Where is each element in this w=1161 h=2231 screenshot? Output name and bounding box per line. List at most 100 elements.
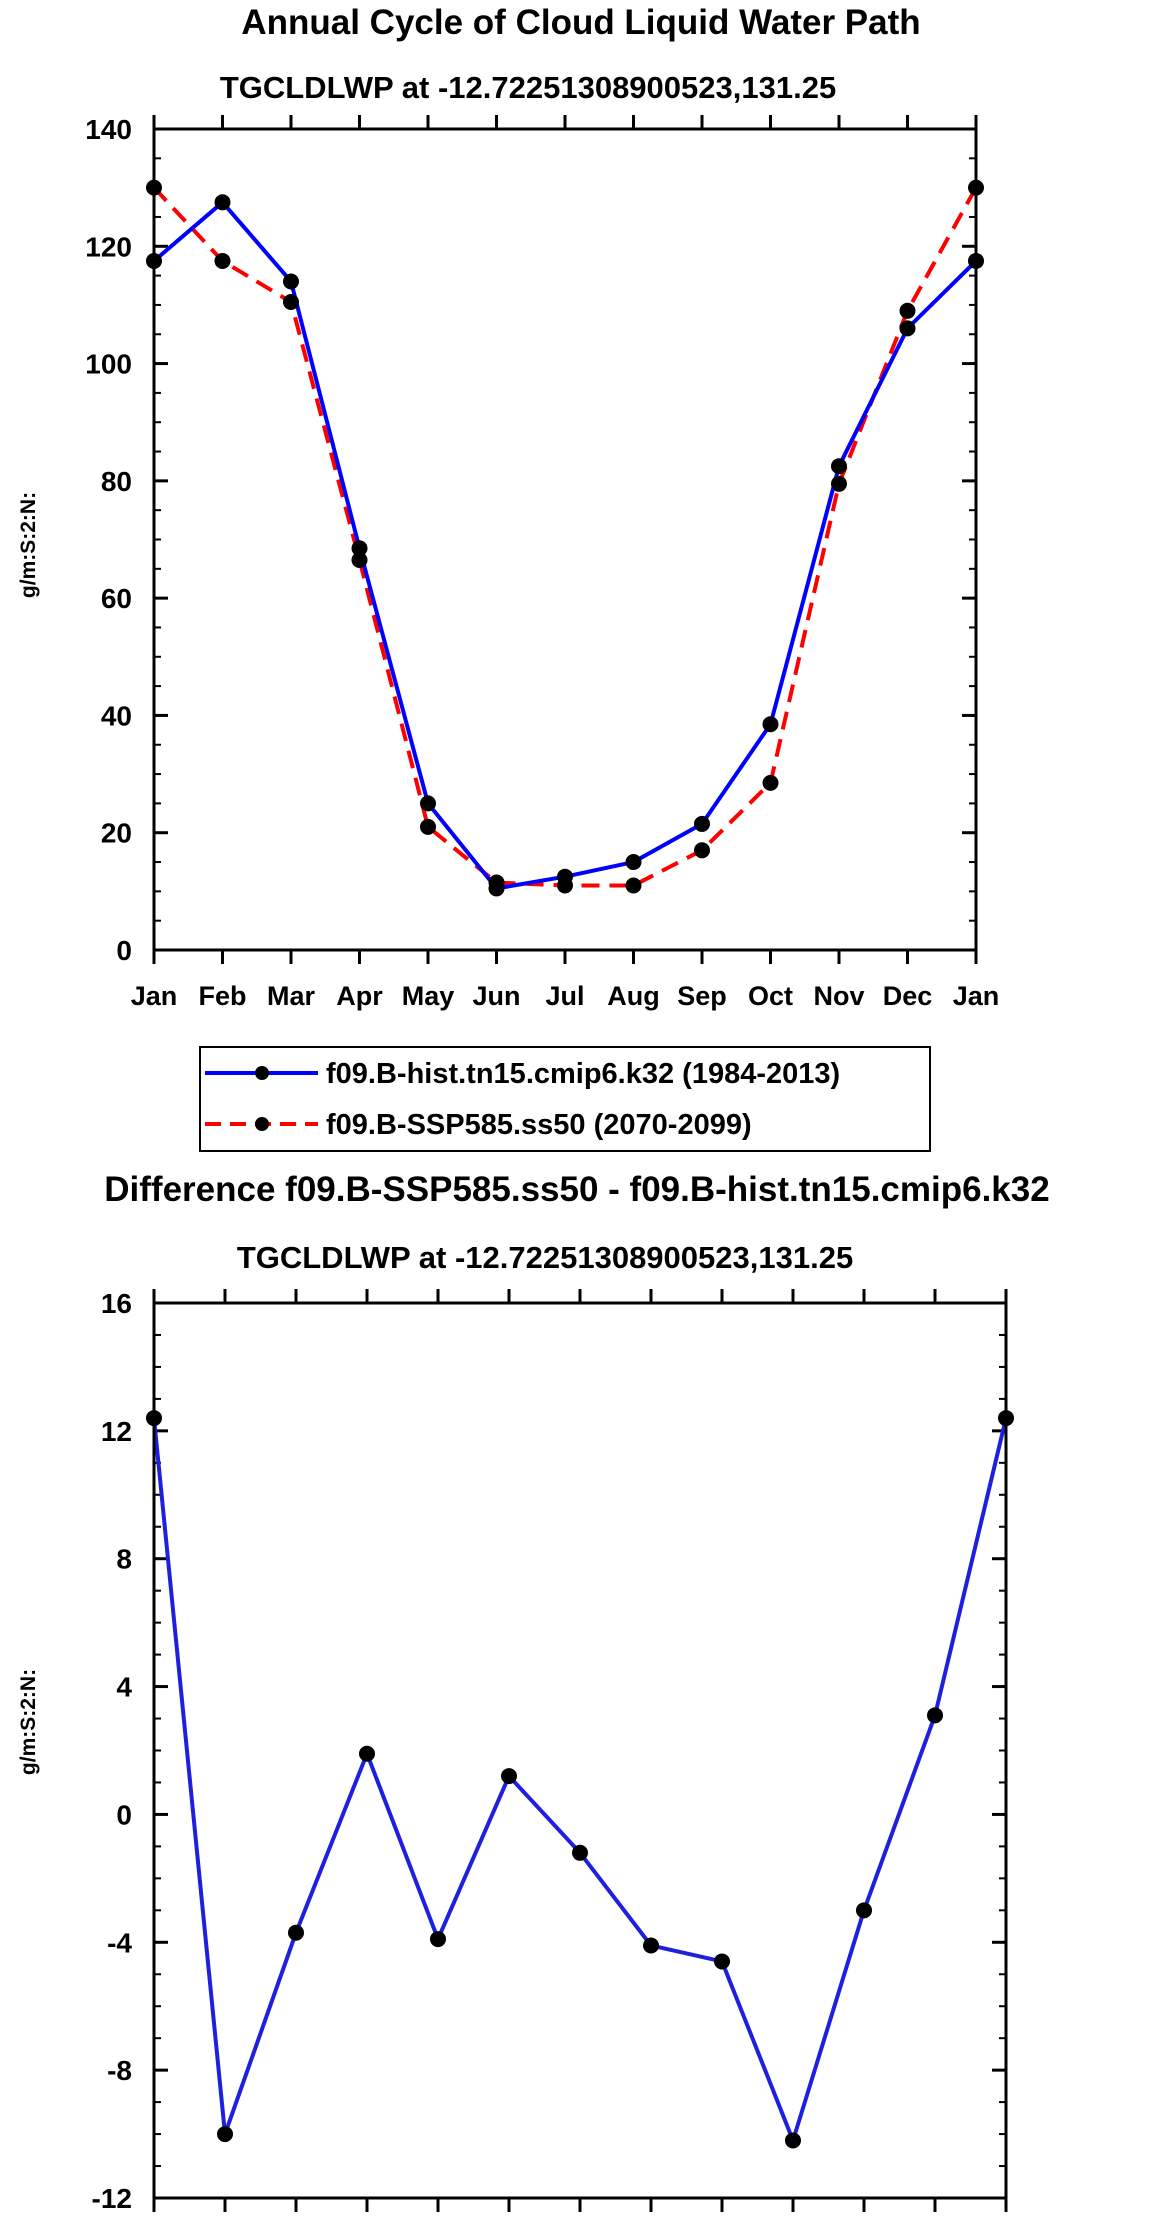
difference-data-point: [714, 1953, 730, 1970]
difference-data-point: [927, 1707, 943, 1724]
y-tick-labels: -12 -8 -4 0 4 8 12 16: [92, 1288, 133, 2214]
x-tick-label: Jun: [485, 2229, 533, 2231]
hist-data-point: [283, 273, 299, 290]
data-series: [146, 179, 984, 897]
data-series: [146, 1410, 1014, 2149]
x-tick-label: Nov: [813, 981, 864, 1011]
y-tick-labels: 0 20 40 60 80 100 120 140: [85, 114, 132, 966]
y-tick-label: 40: [101, 700, 132, 731]
x-tick-label: Sep: [697, 2229, 747, 2231]
x-tick-label: Mar: [267, 981, 316, 1011]
y-tick-label: 0: [116, 1799, 132, 1830]
hist-data-point: [214, 194, 231, 211]
chart-title: Difference f09.B-SSP585.ss50 - f09.B-his…: [104, 1170, 1049, 1209]
x-tick-label: Apr: [336, 981, 383, 1011]
x-tick-labels: Jan Feb Mar Apr May Jun Jul Aug Sep Oct Nov Dec Jan: [131, 2229, 1030, 2231]
ssp585-data-point: [694, 842, 710, 859]
hist-data-point: [762, 716, 779, 733]
difference-chart: Difference f09.B-SSP585.ss50 - f09.B-his…: [17, 1170, 1050, 2231]
difference-data-point: [501, 1768, 517, 1785]
legend-marker-ssp: [255, 1117, 269, 1131]
x-tick-label: Jan: [131, 981, 178, 1011]
chart-subtitle: TGCLDLWP at -12.72251308900523,131.25: [237, 1240, 853, 1275]
x-tick-label: Jan: [131, 2229, 178, 2231]
difference-data-point: [785, 2132, 801, 2149]
y-tick-label: -8: [107, 2055, 132, 2086]
ssp585-series-line: [152, 186, 978, 888]
x-tick-label: Aug: [607, 981, 659, 1011]
hist-data-point: [899, 320, 916, 337]
y-axis-label: g/m:S:2:N:: [17, 1669, 40, 1775]
difference-series-line: [152, 1417, 1008, 2143]
ssp585-data-point: [557, 877, 573, 894]
ssp585-data-point: [351, 552, 368, 569]
x-tick-label: Jan: [983, 2229, 1030, 2231]
tick-marks: [152, 115, 978, 964]
chart-title: Annual Cycle of Cloud Liquid Water Path: [241, 3, 920, 42]
y-tick-label: 120: [85, 231, 132, 262]
y-tick-label: -12: [92, 2183, 132, 2214]
hist-data-point: [694, 815, 710, 832]
legend: f09.B-hist.tn15.cmip6.k32 (1984-2013) f0…: [199, 1046, 931, 1152]
y-tick-label: 20: [101, 818, 132, 849]
y-tick-label: 16: [101, 1288, 132, 1319]
difference-data-point: [430, 1931, 446, 1948]
plot-frame: [152, 127, 978, 952]
difference-data-point: [856, 1902, 872, 1919]
y-tick-label: 8: [116, 1544, 132, 1575]
y-tick-label: 60: [101, 583, 132, 614]
x-tick-label: Sep: [677, 981, 727, 1011]
x-tick-label: Jan: [953, 981, 1000, 1011]
x-tick-label: Oct: [770, 2229, 815, 2231]
legend-box: [199, 1046, 931, 1152]
x-tick-label: Dec: [910, 2229, 960, 2231]
x-tick-label: Dec: [883, 981, 933, 1011]
legend-label-ssp: f09.B-SSP585.ss50 (2070-2099): [326, 1109, 752, 1141]
x-tick-label: Jun: [472, 981, 520, 1011]
ssp585-data-point: [762, 774, 779, 791]
x-tick-label: May: [412, 2229, 465, 2231]
y-tick-label: 140: [85, 114, 132, 145]
hist-data-point: [351, 540, 368, 557]
plot-frame: [152, 1301, 1008, 2200]
x-tick-label: May: [402, 981, 455, 1011]
y-tick-label: 100: [85, 349, 132, 380]
x-tick-label: Feb: [201, 2229, 249, 2231]
x-tick-label: Jul: [560, 2229, 599, 2231]
ssp585-data-point: [214, 252, 231, 269]
ssp585-data-point: [420, 818, 436, 835]
legend-marker-hist: [255, 1066, 269, 1080]
y-axis-label: g/m:S:2:N:: [17, 492, 40, 598]
x-tick-labels: Jan Feb Mar Apr May Jun Jul Aug Sep Oct Nov Dec Jan: [131, 981, 1000, 1011]
difference-data-point: [217, 2126, 233, 2143]
hist-series-line: [152, 200, 978, 891]
difference-data-point: [288, 1924, 304, 1941]
y-tick-label: 0: [116, 935, 132, 966]
difference-data-point: [643, 1937, 659, 1954]
annual-cycle-chart: Annual Cycle of Cloud Liquid Water Path …: [17, 3, 1000, 1152]
tick-marks: [152, 1289, 1008, 2212]
x-tick-label: Feb: [198, 981, 246, 1011]
x-tick-label: Nov: [838, 2229, 889, 2231]
x-tick-label: Mar: [272, 2229, 321, 2231]
chart-subtitle: TGCLDLWP at -12.72251308900523,131.25: [220, 70, 836, 105]
hist-data-point: [420, 795, 436, 812]
legend-label-hist: f09.B-hist.tn15.cmip6.k32 (1984-2013): [326, 1058, 840, 1090]
y-tick-label: 80: [101, 466, 132, 497]
ssp585-data-point: [899, 302, 916, 319]
x-tick-label: Oct: [748, 981, 793, 1011]
ssp585-data-point: [488, 874, 505, 891]
y-tick-label: -4: [107, 1927, 132, 1958]
hist-data-point: [831, 458, 847, 475]
ssp585-data-point: [625, 877, 642, 894]
difference-data-point: [572, 1844, 588, 1861]
x-tick-label: Aug: [625, 2229, 677, 2231]
x-tick-label: Apr: [344, 2229, 391, 2231]
y-tick-label: 12: [101, 1416, 132, 1447]
ssp585-data-point: [283, 293, 299, 310]
difference-data-point: [359, 1745, 375, 1762]
y-tick-label: 4: [116, 1672, 132, 1703]
ssp585-data-point: [831, 475, 847, 492]
x-tick-label: Jul: [545, 981, 584, 1011]
